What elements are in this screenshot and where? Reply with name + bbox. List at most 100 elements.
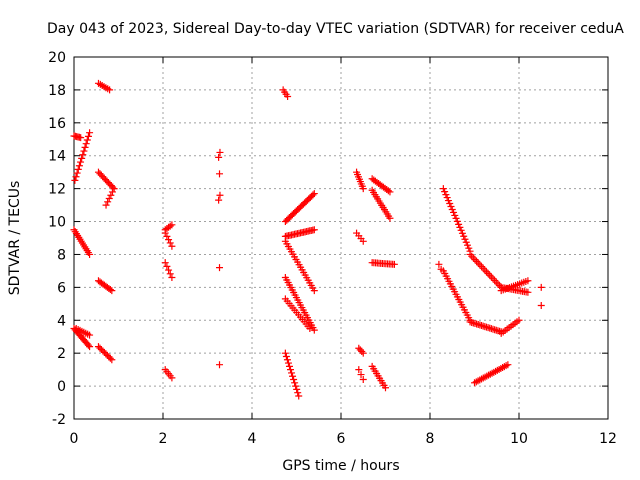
data-point	[468, 252, 476, 260]
data-point	[168, 374, 176, 382]
point-series-43	[537, 283, 545, 291]
data-point	[86, 331, 94, 339]
data-point	[473, 257, 481, 265]
point-series-4	[72, 325, 94, 339]
data-point	[447, 203, 455, 211]
data-point	[287, 366, 295, 374]
data-point	[86, 250, 94, 258]
data-point	[310, 226, 318, 234]
data-point	[108, 188, 116, 196]
x-tick-label: 12	[599, 431, 617, 447]
data-point	[386, 188, 394, 196]
data-point	[216, 361, 224, 369]
data-point	[479, 264, 487, 272]
data-point	[166, 222, 174, 230]
data-point	[106, 86, 114, 94]
point-series-25	[281, 349, 303, 400]
data-point	[310, 326, 318, 334]
point-series-0	[70, 132, 85, 142]
data-point	[444, 197, 452, 205]
point-series-33	[368, 362, 389, 392]
data-point	[384, 187, 392, 195]
y-tick-label: 8	[57, 247, 66, 263]
y-tick-label: 2	[57, 346, 66, 362]
data-point	[102, 201, 110, 209]
data-point	[358, 348, 366, 356]
data-point	[435, 260, 443, 268]
data-point	[359, 349, 367, 357]
x-axis-label: GPS time / hours	[282, 458, 399, 474]
point-series-27	[353, 229, 367, 245]
point-series-2	[70, 226, 94, 258]
point-series-9	[94, 343, 116, 364]
data-point	[74, 165, 82, 173]
data-point	[216, 191, 224, 199]
point-series-26	[353, 168, 367, 193]
data-point	[451, 211, 459, 219]
x-tick-label: 10	[510, 431, 528, 447]
data-point	[108, 356, 116, 364]
data-point	[294, 389, 302, 397]
y-tick-label: 12	[48, 182, 66, 198]
data-point	[359, 185, 367, 193]
data-point	[491, 276, 499, 284]
data-point	[355, 344, 363, 352]
data-point	[482, 268, 490, 276]
data-point	[443, 194, 451, 202]
data-point	[524, 277, 532, 285]
data-point	[110, 185, 118, 193]
data-point	[471, 256, 479, 264]
point-series-29	[355, 366, 367, 384]
point-series-18	[216, 361, 224, 369]
data-point	[357, 371, 365, 379]
data-point	[466, 250, 474, 258]
point-series-12	[161, 259, 176, 281]
data-point	[382, 384, 389, 392]
data-point	[215, 153, 223, 161]
x-tick-label: 4	[248, 431, 257, 447]
point-series-11	[161, 229, 176, 250]
point-series-39	[466, 318, 505, 336]
y-tick-label: 20	[48, 50, 66, 66]
data-point	[161, 229, 169, 237]
data-points	[70, 79, 545, 400]
data-point	[105, 195, 113, 203]
point-series-22	[281, 237, 318, 295]
data-point	[285, 362, 293, 370]
x-tick-label: 2	[159, 431, 168, 447]
data-point	[461, 235, 469, 243]
point-series-13	[161, 366, 176, 382]
data-point	[104, 198, 112, 206]
point-series-24	[281, 295, 314, 332]
y-tick-label: 18	[48, 83, 66, 99]
data-point	[489, 275, 497, 283]
data-point	[216, 264, 224, 272]
data-point	[283, 356, 291, 364]
data-point	[469, 254, 477, 262]
data-point	[292, 382, 300, 390]
data-point	[73, 169, 81, 177]
data-point	[107, 191, 115, 199]
chart-title: Day 043 of 2023, Sidereal Day-to-day VTE…	[47, 21, 624, 37]
data-point	[452, 214, 460, 222]
data-point	[80, 147, 88, 155]
data-point	[474, 259, 482, 267]
data-point	[165, 236, 173, 244]
data-point	[288, 369, 296, 377]
data-point	[306, 325, 314, 332]
data-point	[465, 244, 473, 252]
data-point	[215, 196, 223, 204]
data-point	[166, 270, 174, 278]
data-point	[86, 129, 94, 137]
point-series-31	[368, 186, 394, 222]
data-point	[75, 162, 83, 170]
data-point	[390, 260, 398, 268]
data-point	[166, 239, 174, 247]
y-tick-label: -2	[52, 412, 66, 428]
data-point	[476, 261, 484, 269]
data-point	[84, 132, 92, 140]
x-tick-label: 6	[337, 431, 346, 447]
point-series-15	[216, 170, 224, 178]
data-point	[450, 208, 458, 216]
